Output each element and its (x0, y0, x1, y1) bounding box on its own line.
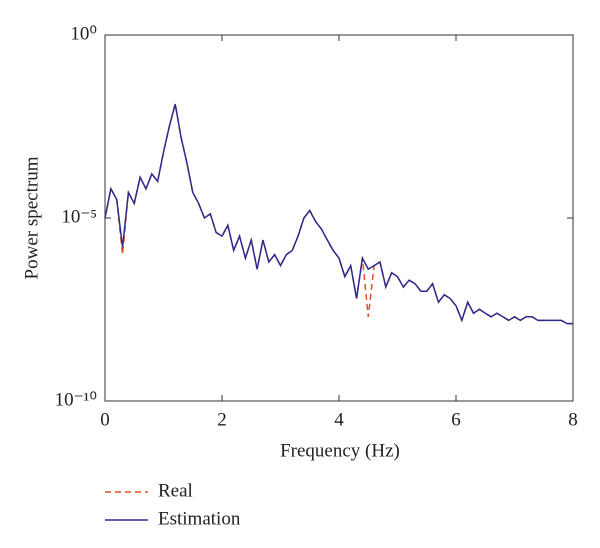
x-tick-label: 8 (568, 409, 578, 430)
x-tick-label: 0 (100, 409, 110, 430)
x-tick-label: 6 (451, 409, 461, 430)
x-tick-label: 2 (217, 409, 227, 430)
series-line (104, 103, 573, 325)
legend-label: Real (158, 480, 193, 501)
y-axis-label: Power spectrum (21, 156, 42, 279)
y-tick-label: 10⁰ (70, 23, 97, 44)
series-line (104, 103, 573, 325)
plot-frame (104, 34, 574, 402)
x-axis-label: Frequency (Hz) (280, 440, 400, 461)
y-tick-label: 10⁻⁵ (61, 206, 97, 227)
y-tick-label: 10⁻¹⁰ (55, 389, 97, 410)
legend-label: Estimation (158, 508, 241, 529)
x-tick-label: 4 (334, 409, 344, 430)
